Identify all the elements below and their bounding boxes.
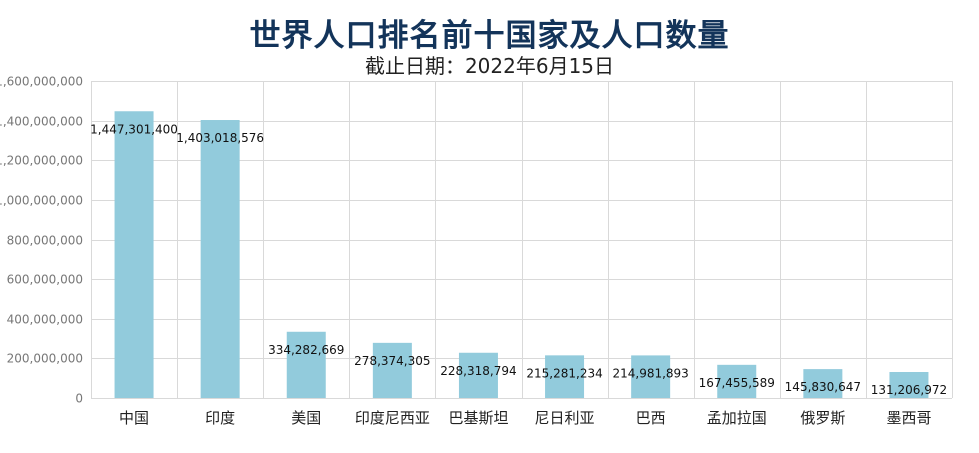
bar: [631, 355, 671, 398]
y-tick-label: 1,600,000,000: [0, 75, 83, 89]
bar: [803, 369, 843, 398]
data-label: 215,281,234: [526, 366, 602, 380]
data-label: 228,318,794: [440, 364, 516, 378]
bar: [717, 364, 757, 398]
y-tick-label: 800,000,000: [7, 234, 83, 248]
x-category-label: 俄罗斯: [800, 409, 845, 427]
y-tick-label: 0: [75, 392, 83, 406]
bar: [889, 372, 929, 398]
bar: [286, 331, 326, 398]
x-category-label: 尼日利亚: [535, 409, 595, 427]
data-label: 278,374,305: [354, 354, 430, 368]
bar: [114, 111, 154, 398]
y-tick-label: 200,000,000: [7, 352, 83, 366]
x-category-label: 孟加拉国: [707, 409, 767, 427]
y-axis-ticks: 0 200,000,000 400,000,000 600,000,000 800,00…: [0, 75, 83, 406]
data-label: 334,282,669: [268, 343, 344, 357]
data-label: 167,455,589: [699, 376, 775, 390]
y-tick-label: 1,200,000,000: [0, 154, 83, 168]
data-label: 145,830,647: [785, 380, 861, 394]
y-tick-label: 600,000,000: [7, 273, 83, 287]
data-label: 1,447,301,400: [90, 122, 178, 136]
x-axis-categories: 中国 印度 美国 印度尼西亚 巴基斯坦 尼日利亚 巴西 孟加拉国 俄罗斯 墨西哥: [119, 409, 931, 427]
bar: [372, 342, 412, 398]
x-category-label: 美国: [291, 409, 321, 427]
bar: [200, 120, 240, 398]
chart-title: 世界人口排名前十国家及人口数量: [249, 18, 730, 54]
bar: [545, 355, 585, 398]
chart-subtitle: 截止日期：2022年6月15日: [364, 54, 615, 78]
data-label: 1,403,018,576: [176, 131, 264, 145]
y-tick-label: 1,000,000,000: [0, 194, 83, 208]
y-tick-label: 1,400,000,000: [0, 115, 83, 129]
x-category-label: 中国: [119, 409, 149, 427]
x-category-label: 墨西哥: [886, 409, 931, 427]
x-category-label: 印度: [205, 409, 235, 427]
data-label: 131,206,972: [871, 383, 947, 397]
x-category-label: 巴基斯坦: [448, 409, 508, 427]
bars: [114, 111, 929, 398]
bar: [458, 352, 498, 398]
x-category-label: 巴西: [636, 409, 666, 427]
y-tick-label: 400,000,000: [7, 313, 83, 327]
data-label: 214,981,893: [612, 366, 688, 380]
x-category-label: 印度尼西亚: [355, 409, 430, 427]
